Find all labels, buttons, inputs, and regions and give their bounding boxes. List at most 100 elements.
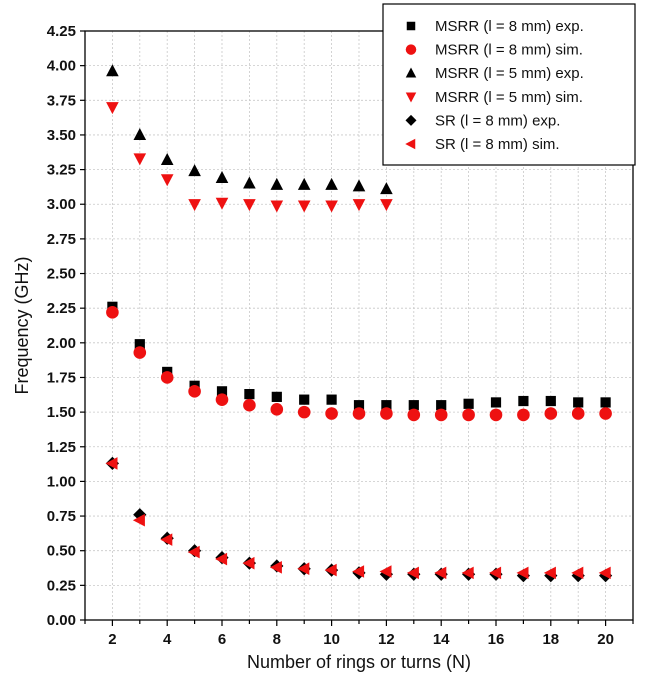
y-tick-label: 2.00 bbox=[47, 335, 76, 352]
data-point bbox=[463, 398, 474, 409]
data-point bbox=[380, 182, 393, 195]
data-point bbox=[160, 174, 174, 187]
data-point bbox=[271, 391, 282, 402]
data-point bbox=[215, 171, 229, 184]
data-point bbox=[352, 179, 366, 192]
y-tick-label: 3.50 bbox=[47, 127, 76, 144]
data-point bbox=[380, 199, 393, 212]
y-tick-label: 0.75 bbox=[47, 508, 76, 525]
data-point bbox=[517, 408, 530, 422]
legend-box bbox=[382, 3, 636, 166]
data-point bbox=[380, 407, 393, 420]
x-axis-title: Number of rings or turns (N) bbox=[247, 652, 471, 672]
x-tick-label: 14 bbox=[433, 631, 450, 648]
data-point bbox=[518, 395, 529, 407]
y-tick-label: 2.50 bbox=[47, 266, 76, 283]
data-point bbox=[216, 386, 228, 397]
data-point bbox=[243, 176, 256, 189]
data-point bbox=[297, 200, 311, 213]
y-tick-label: 4.25 bbox=[47, 23, 76, 40]
data-point bbox=[188, 199, 201, 212]
y-axis-title: Frequency (GHz) bbox=[12, 256, 32, 394]
y-tick-label: 3.00 bbox=[47, 196, 76, 213]
data-point bbox=[188, 164, 201, 177]
x-tick-label: 2 bbox=[108, 631, 116, 648]
legend-entry: MSRR (l = 8 mm) sim. bbox=[435, 42, 583, 59]
data-point bbox=[325, 407, 338, 420]
legend-marker bbox=[405, 138, 416, 150]
data-point bbox=[352, 565, 365, 578]
data-point bbox=[326, 394, 337, 405]
data-point bbox=[297, 405, 311, 419]
data-point bbox=[243, 199, 256, 212]
y-tick-label: 0.50 bbox=[47, 543, 76, 560]
data-point bbox=[160, 152, 174, 165]
y-tick-label: 1.25 bbox=[47, 439, 76, 456]
y-tick-label: 2.25 bbox=[47, 300, 76, 317]
y-tick-label: 0.00 bbox=[47, 612, 76, 629]
data-point bbox=[406, 566, 419, 580]
data-point bbox=[187, 545, 200, 559]
data-point bbox=[297, 177, 311, 190]
legend-marker bbox=[405, 114, 417, 126]
data-point bbox=[297, 562, 310, 576]
data-point bbox=[215, 197, 229, 210]
y-tick-label: 1.75 bbox=[47, 369, 76, 386]
series-4 bbox=[106, 102, 393, 213]
data-point bbox=[434, 408, 448, 422]
data-point bbox=[543, 566, 556, 580]
data-point bbox=[188, 385, 201, 398]
data-point bbox=[324, 563, 337, 577]
data-point bbox=[516, 566, 529, 580]
data-point bbox=[489, 408, 503, 422]
series-1 bbox=[107, 301, 611, 411]
data-point bbox=[160, 533, 173, 546]
x-tick-label: 10 bbox=[323, 631, 340, 648]
data-point bbox=[381, 400, 392, 411]
x-tick-label: 6 bbox=[218, 631, 226, 648]
series-3 bbox=[106, 64, 393, 195]
y-tick-label: 4.00 bbox=[47, 58, 76, 75]
data-point bbox=[106, 306, 119, 319]
legend-entry: MSRR (l = 5 mm) sim. bbox=[435, 89, 583, 106]
data-point bbox=[408, 400, 419, 411]
data-point bbox=[571, 566, 584, 580]
data-point bbox=[325, 200, 338, 213]
series-6 bbox=[105, 457, 611, 580]
legend: MSRR (l = 8 mm) exp. MSRR (l = 8 mm) sim.… bbox=[382, 3, 636, 166]
data-point bbox=[600, 397, 611, 408]
data-point bbox=[545, 395, 556, 407]
data-point bbox=[133, 153, 147, 166]
x-tick-label: 8 bbox=[273, 631, 281, 648]
x-tick-label: 20 bbox=[597, 631, 614, 648]
data-point bbox=[133, 508, 147, 522]
axis-ticks: 0.00 0.25 0.50 0.75 1.00 1.25 1.50 1.75 2.00 2.25… bbox=[47, 23, 634, 648]
x-tick-label: 16 bbox=[488, 631, 505, 648]
data-point bbox=[353, 400, 365, 411]
data-point bbox=[270, 403, 284, 416]
data-point bbox=[133, 128, 147, 141]
data-point bbox=[243, 398, 256, 412]
y-tick-label: 0.25 bbox=[47, 577, 76, 594]
x-tick-label: 4 bbox=[163, 631, 172, 648]
data-point bbox=[407, 408, 421, 422]
data-point bbox=[215, 393, 229, 406]
legend-marker bbox=[405, 44, 417, 55]
data-point bbox=[489, 566, 502, 580]
x-tick-label: 12 bbox=[378, 631, 395, 648]
y-tick-label: 1.00 bbox=[47, 473, 76, 490]
data-point bbox=[269, 561, 282, 574]
legend-marker bbox=[406, 21, 416, 31]
data-point bbox=[571, 407, 585, 420]
data-point bbox=[379, 565, 392, 578]
x-tick-label: 18 bbox=[542, 631, 559, 648]
data-point bbox=[106, 102, 119, 115]
legend-marker bbox=[405, 92, 417, 103]
legend-marker bbox=[405, 67, 417, 78]
data-point bbox=[270, 177, 284, 190]
data-point bbox=[462, 408, 475, 422]
data-point bbox=[132, 513, 145, 527]
y-tick-label: 3.75 bbox=[47, 92, 76, 109]
data-point bbox=[461, 566, 474, 580]
